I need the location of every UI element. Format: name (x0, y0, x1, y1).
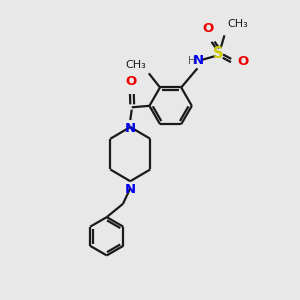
Text: O: O (238, 56, 249, 68)
Text: S: S (213, 46, 224, 61)
Text: N: N (193, 54, 204, 67)
Text: CH₃: CH₃ (126, 60, 146, 70)
Text: H: H (188, 56, 196, 66)
Text: O: O (202, 22, 213, 35)
Text: N: N (125, 183, 136, 196)
Text: N: N (125, 122, 136, 135)
Text: CH₃: CH₃ (227, 19, 248, 29)
Text: O: O (125, 75, 136, 88)
